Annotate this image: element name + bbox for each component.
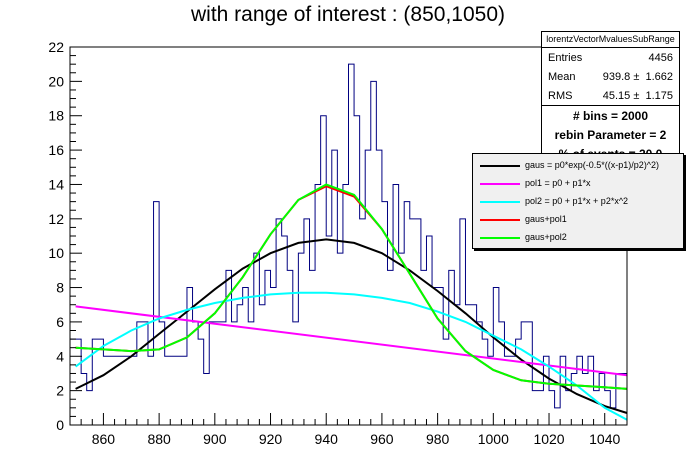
legend-swatch-gaus xyxy=(480,165,520,167)
x-tick-label: 860 xyxy=(92,431,116,447)
legend-swatch-gaus-pol2 xyxy=(480,237,520,239)
fit-curve-1 xyxy=(75,305,628,377)
x-tick-label: 980 xyxy=(426,431,450,447)
stats-info-bins: # bins = 2000 xyxy=(572,109,649,123)
legend-label-gaus-pol1: gaus+pol1 xyxy=(525,214,567,224)
legend-entry-gaus-pol1: gaus+pol1 xyxy=(473,211,683,229)
legend-label-pol1: pol1 = p0 + p1*x xyxy=(525,178,591,188)
legend-entry-gaus-pol2: gaus+pol2 xyxy=(473,229,683,247)
legend-entry-pol2: pol2 = p0 + p1*x + p2*x^2 xyxy=(473,193,683,211)
histogram-outline xyxy=(70,63,627,409)
x-tick-label: 940 xyxy=(315,431,339,447)
fit-curve-0 xyxy=(75,238,628,414)
y-tick-label: 0 xyxy=(56,417,64,433)
y-tick-label: 18 xyxy=(48,108,64,124)
legend-label-pol2: pol2 = p0 + p1*x + p2*x^2 xyxy=(525,196,629,206)
x-tick-label: 920 xyxy=(259,431,283,447)
x-tick-label: 1040 xyxy=(589,431,620,447)
legend-swatch-pol1 xyxy=(480,183,520,185)
legend-entry-pol1: pol1 = p0 + p1*x xyxy=(473,175,683,193)
legend: gaus = p0*exp(-0.5*((x-p1)/p2)^2) pol1 =… xyxy=(472,153,684,249)
x-tick-label: 1000 xyxy=(478,431,509,447)
stats-rms-value: 45.15 ± 1.175 xyxy=(602,90,673,102)
stats-entries-label: Entries xyxy=(548,52,583,64)
stats-info-rebin: rebin Parameter = 2 xyxy=(554,128,667,142)
stats-mean-label: Mean xyxy=(548,71,576,83)
x-tick-label: 1020 xyxy=(533,431,564,447)
y-tick-label: 12 xyxy=(48,211,64,227)
legend-label-gaus-pol2: gaus+pol2 xyxy=(525,232,567,242)
y-tick-label: 2 xyxy=(56,383,64,399)
fit-curve-2 xyxy=(75,291,628,421)
y-tick-label: 14 xyxy=(48,176,64,192)
x-tick-label: 900 xyxy=(203,431,227,447)
y-tick-label: 16 xyxy=(48,142,64,158)
y-tick-label: 22 xyxy=(48,39,64,55)
y-tick-label: 6 xyxy=(56,314,64,330)
stats-histogram-name: lorentzVectorMvaluesSubRange xyxy=(542,32,679,48)
y-tick-label: 8 xyxy=(56,280,64,296)
fit-curve-4 xyxy=(75,183,628,390)
legend-entry-gaus: gaus = p0*exp(-0.5*((x-p1)/p2)^2) xyxy=(473,157,683,175)
stats-rms-label: RMS xyxy=(548,90,573,102)
y-tick-label: 20 xyxy=(48,73,64,89)
legend-label-gaus: gaus = p0*exp(-0.5*((x-p1)/p2)^2) xyxy=(525,160,660,170)
stats-mean-value: 939.8 ± 1.662 xyxy=(602,71,673,83)
stats-entries-value: 4456 xyxy=(648,52,673,64)
y-tick-label: 4 xyxy=(56,348,64,364)
legend-swatch-pol2 xyxy=(480,201,520,203)
stats-box: lorentzVectorMvaluesSubRange Entries 445… xyxy=(541,31,680,164)
y-tick-label: 10 xyxy=(48,245,64,261)
legend-swatch-gaus-pol1 xyxy=(480,219,520,221)
x-tick-label: 880 xyxy=(147,431,171,447)
x-tick-label: 960 xyxy=(370,431,394,447)
chart-title: with range of interest : (850,1050) xyxy=(190,3,505,26)
